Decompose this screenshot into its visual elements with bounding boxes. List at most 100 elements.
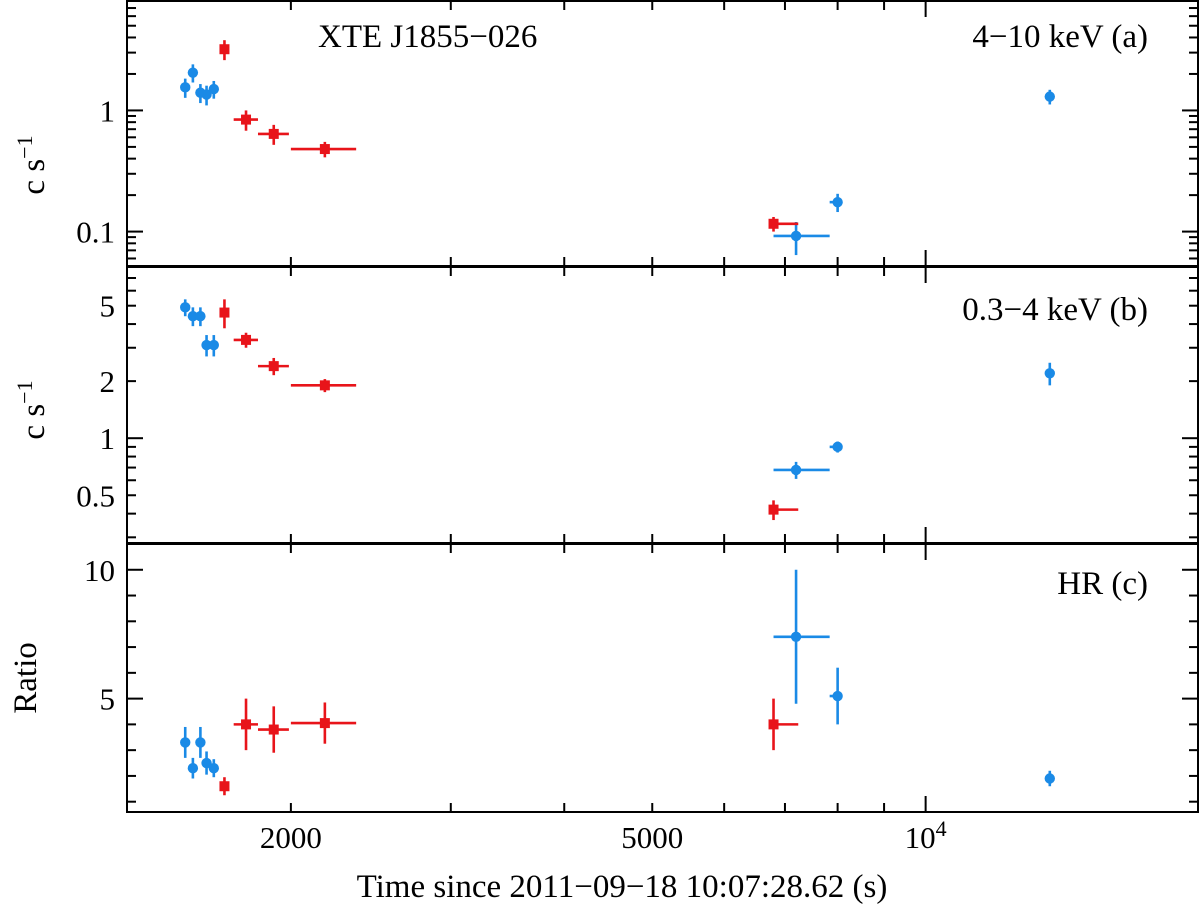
circle-marker — [1044, 91, 1055, 102]
data-point — [180, 78, 191, 98]
panel-c-ylabel: Ratio — [8, 642, 44, 714]
data-point — [290, 702, 357, 744]
panel-b-ylabel-sup: −1 — [12, 380, 37, 403]
x-tick-label-main: 2000 — [260, 820, 322, 855]
chart-title: XTE J1855−026 — [318, 19, 537, 55]
data-point — [208, 759, 220, 778]
data-point — [233, 332, 258, 348]
data-point — [1044, 770, 1055, 787]
x-tick-label-exponent: 4 — [936, 816, 947, 841]
data-point — [201, 85, 212, 106]
x-tick-label-main: 5000 — [621, 820, 683, 855]
data-point — [829, 441, 843, 453]
panel-c-hardness-ratio: 5 10 HR (c) Ratio — [8, 544, 1198, 812]
data-point — [768, 698, 799, 751]
data-point — [219, 40, 230, 61]
circle-marker — [201, 89, 212, 100]
circle-marker — [832, 441, 843, 453]
data-point — [1044, 362, 1055, 386]
panel-frames — [126, 0, 1199, 813]
panel-frame-c — [126, 543, 1199, 813]
x-tick-label: 104 — [905, 816, 947, 855]
square-marker — [768, 719, 779, 730]
data-point — [187, 64, 199, 83]
data-point — [257, 357, 289, 376]
circle-marker — [180, 737, 191, 748]
data-point — [208, 80, 220, 99]
circle-marker — [187, 67, 199, 78]
circle-marker — [208, 762, 220, 774]
square-marker — [768, 218, 779, 229]
x-tick-labels: 2000 5000 104 — [260, 816, 947, 855]
square-marker — [219, 44, 230, 55]
panel-b-label: 0.3−4 keV (b) — [962, 292, 1148, 328]
panel-a-count-rate-4-10kev: 0.1 1 XTE J1855−026 4−10 keV (a) c s−1 — [12, 1, 1198, 266]
circle-marker — [187, 311, 199, 322]
x-tick-label: 2000 — [260, 820, 322, 855]
data-point — [1044, 89, 1055, 105]
data-point — [773, 221, 830, 256]
circle-marker — [208, 339, 220, 351]
y-tick-label: 5 — [100, 682, 116, 717]
square-marker — [219, 781, 230, 792]
square-marker — [319, 380, 330, 391]
square-marker — [319, 144, 330, 155]
circle-marker — [195, 311, 206, 322]
circle-marker — [180, 82, 191, 93]
data-point — [219, 299, 230, 329]
data-point — [233, 698, 258, 751]
square-marker — [268, 128, 279, 139]
data-point — [290, 379, 357, 393]
square-marker — [768, 504, 779, 515]
circle-marker — [187, 762, 199, 774]
panel-a-label: 4−10 keV (a) — [972, 19, 1148, 55]
panel-b-ylabel-main: c s — [16, 404, 52, 440]
square-marker — [319, 718, 330, 729]
x-tick-label-main: 10 — [905, 820, 936, 855]
panel-a-ylabel: c s−1 — [12, 135, 52, 194]
data-point — [829, 667, 843, 725]
y-tick-label: 1 — [100, 421, 116, 456]
data-point — [829, 193, 843, 213]
circle-marker — [832, 690, 843, 702]
data-point — [773, 461, 830, 479]
data-point — [219, 777, 230, 796]
circle-marker — [832, 196, 843, 208]
panel-a-ylabel-sup: −1 — [12, 135, 37, 158]
square-marker — [219, 307, 230, 318]
data-point — [257, 706, 289, 753]
circle-marker — [201, 757, 212, 769]
square-marker — [241, 114, 252, 125]
panel-c-label: HR (c) — [1057, 566, 1148, 602]
y-tick-label: 5 — [100, 289, 116, 324]
square-marker — [268, 724, 279, 735]
y-tick-label: 0.1 — [76, 215, 115, 250]
panel-b-count-rate-0.3-4kev: 0.5 1 2 5 0.3−4 keV (b) c s−1 — [12, 267, 1198, 543]
x-tick-label: 5000 — [621, 820, 683, 855]
circle-marker — [790, 464, 802, 476]
data-point — [290, 141, 357, 158]
data-point — [195, 307, 206, 327]
circle-marker — [201, 339, 212, 351]
y-tick-label: 2 — [100, 364, 116, 399]
data-point — [233, 110, 258, 131]
circle-marker — [790, 230, 802, 242]
data-point — [773, 569, 830, 704]
y-tick-label: 1 — [100, 93, 116, 128]
circle-marker — [1044, 368, 1055, 379]
data-point — [201, 751, 212, 775]
y-tick-label: 0.5 — [76, 478, 115, 513]
panel-b-ylabel: c s−1 — [12, 380, 52, 439]
square-marker — [241, 719, 252, 730]
data-point — [187, 757, 199, 779]
data-point — [180, 299, 191, 317]
data-point — [195, 726, 206, 758]
panel-a-ylabel-main: c s — [16, 159, 52, 195]
data-point — [768, 216, 799, 232]
data-point — [187, 307, 199, 327]
data-point — [768, 500, 799, 521]
x-axis-title: Time since 2011−09−18 10:07:28.62 (s) — [357, 869, 888, 905]
circle-marker — [195, 737, 206, 748]
